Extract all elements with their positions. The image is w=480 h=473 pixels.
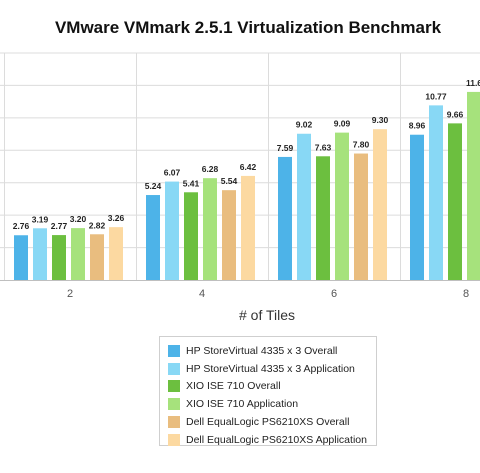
data-label: 2.77 bbox=[51, 221, 68, 231]
x-axis-title: # of Tiles bbox=[239, 307, 295, 323]
x-tick-label: 2 bbox=[67, 288, 73, 300]
bar bbox=[90, 234, 104, 280]
chart-plot: 2.763.192.773.202.823.26 5.246.075.416.28… bbox=[0, 52, 480, 323]
data-label: 7.80 bbox=[353, 140, 370, 150]
bar bbox=[316, 156, 330, 280]
legend-swatch bbox=[168, 380, 180, 393]
bar bbox=[429, 105, 443, 280]
legend-label: XIO ISE 710 Application bbox=[186, 398, 299, 411]
bar bbox=[241, 175, 255, 280]
legend-item: HP StoreVirtual 4335 x 3 Overall bbox=[168, 342, 376, 360]
bar bbox=[410, 134, 424, 280]
bar bbox=[14, 235, 28, 280]
legend-item: XIO ISE 710 Application bbox=[168, 395, 376, 413]
bar bbox=[52, 235, 66, 280]
legend-swatch bbox=[168, 398, 180, 411]
data-label: 3.20 bbox=[70, 214, 87, 224]
data-labels: 2.763.192.773.202.823.26 5.246.075.416.28… bbox=[13, 78, 480, 231]
data-label: 2.76 bbox=[13, 221, 30, 231]
data-label: 9.02 bbox=[296, 120, 313, 130]
bar bbox=[373, 129, 387, 280]
data-label: 8.96 bbox=[409, 121, 426, 131]
legend-item: Dell EqualLogic PS6210XS Overall bbox=[168, 413, 376, 431]
x-tick-label: 6 bbox=[331, 288, 337, 300]
legend: HP StoreVirtual 4335 x 3 Overall HP Store… bbox=[159, 336, 377, 446]
legend-label: XIO ISE 710 Overall bbox=[186, 380, 281, 393]
data-label: 6.42 bbox=[240, 162, 257, 172]
x-tick-label: 4 bbox=[199, 288, 205, 300]
data-label: 11.6 bbox=[466, 78, 480, 88]
legend-swatch bbox=[168, 362, 180, 375]
data-label: 6.07 bbox=[164, 168, 181, 178]
data-label: 7.63 bbox=[315, 142, 332, 152]
bar bbox=[278, 156, 292, 280]
legend-label: Dell EqualLogic PS6210XS Overall bbox=[186, 416, 350, 429]
data-label: 9.66 bbox=[447, 109, 464, 119]
bar bbox=[33, 228, 47, 280]
bar bbox=[109, 227, 123, 280]
data-label: 9.09 bbox=[334, 119, 351, 129]
legend-swatch bbox=[168, 344, 180, 357]
bar bbox=[165, 181, 179, 280]
gridlines bbox=[0, 52, 480, 280]
legend-swatch bbox=[168, 433, 180, 446]
bar bbox=[448, 123, 462, 281]
legend-item: HP StoreVirtual 4335 x 3 Application bbox=[168, 360, 376, 378]
bar bbox=[335, 132, 349, 280]
data-label: 7.59 bbox=[277, 143, 294, 153]
bars bbox=[14, 91, 480, 281]
data-label: 3.26 bbox=[108, 213, 125, 223]
data-label: 5.54 bbox=[221, 176, 238, 186]
bar bbox=[71, 228, 85, 280]
axes: 2 4 6 8 bbox=[0, 280, 480, 300]
bar bbox=[467, 91, 480, 281]
data-label: 10.77 bbox=[425, 91, 447, 101]
data-label: 3.19 bbox=[32, 214, 49, 224]
legend-item: XIO ISE 710 Overall bbox=[168, 378, 376, 396]
data-label: 2.82 bbox=[89, 220, 106, 230]
chart-title: VMware VMmark 2.5.1 Virtualization Bench… bbox=[54, 18, 442, 37]
bar bbox=[203, 178, 217, 280]
data-label: 9.30 bbox=[372, 115, 389, 125]
legend-label: HP StoreVirtual 4335 x 3 Application bbox=[186, 362, 355, 375]
data-label: 5.24 bbox=[145, 181, 162, 191]
bar bbox=[222, 190, 236, 280]
x-tick-label: 8 bbox=[463, 288, 469, 300]
bar bbox=[184, 192, 198, 280]
legend-swatch bbox=[168, 416, 180, 429]
bar bbox=[297, 133, 311, 280]
data-label: 5.41 bbox=[183, 178, 200, 188]
legend-item: Dell EqualLogic PS6210XS Application bbox=[168, 431, 376, 449]
data-label: 6.28 bbox=[202, 164, 219, 174]
bar bbox=[146, 195, 160, 280]
legend-label: Dell EqualLogic PS6210XS Application bbox=[186, 433, 367, 446]
bar bbox=[354, 153, 368, 280]
legend-label: HP StoreVirtual 4335 x 3 Overall bbox=[186, 344, 338, 357]
